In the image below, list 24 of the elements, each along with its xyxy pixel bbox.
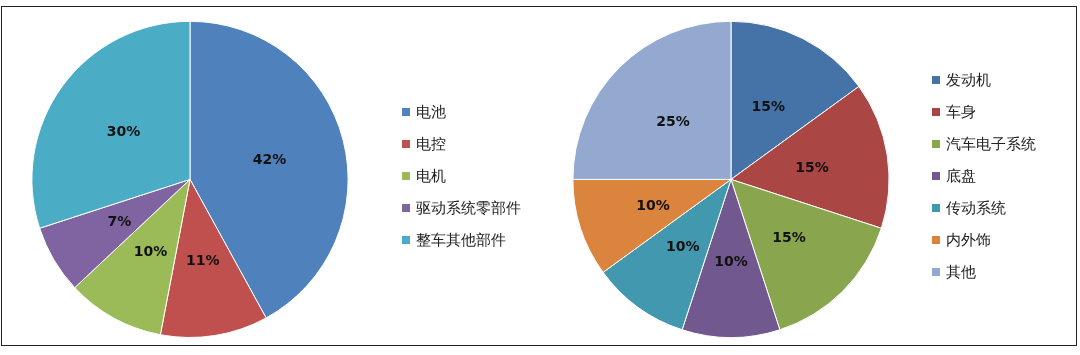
legend-label: 车身 [946, 103, 976, 121]
legend-label: 电池 [416, 103, 446, 121]
data-label: 10% [714, 253, 748, 270]
data-label: 10% [636, 196, 670, 213]
data-label: 15% [772, 229, 806, 246]
legend-label: 内外饰 [946, 231, 991, 249]
data-label: 25% [656, 113, 690, 130]
legend-label: 发动机 [946, 71, 991, 89]
data-label: 30% [106, 123, 141, 140]
legend-label: 其他 [946, 263, 976, 281]
data-label: 10% [666, 237, 700, 254]
legend-label: 传动系统 [946, 199, 1006, 217]
data-label: 11% [186, 252, 220, 269]
data-label: 15% [795, 158, 829, 175]
data-label: 42% [252, 150, 287, 167]
legend-label: 整车其他部件 [416, 231, 506, 249]
data-label: 7% [107, 213, 132, 230]
legend-label: 电控 [416, 135, 446, 153]
legend-label: 底盘 [946, 167, 976, 185]
data-label: 10% [133, 243, 168, 260]
legend-label: 汽车电子系统 [946, 135, 1036, 153]
legend-label: 电机 [416, 167, 446, 185]
data-label: 15% [751, 98, 786, 115]
legend-label: 驱动系统零部件 [416, 199, 521, 217]
